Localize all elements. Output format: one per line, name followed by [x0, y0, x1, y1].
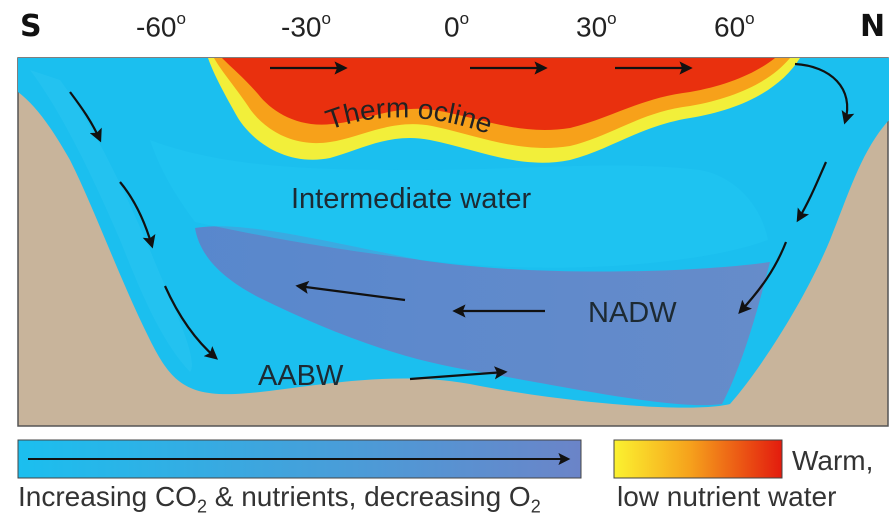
nadw-arrow-2 — [295, 280, 406, 302]
warm-water-gradient-bar — [613, 439, 783, 479]
southern-ocean-water — [30, 70, 192, 372]
north-sinking-arrow-3 — [738, 241, 788, 314]
south-label: S — [20, 9, 42, 44]
latitude-tick-60: 60o — [714, 9, 755, 43]
north-sinking-arrow-1 — [794, 62, 855, 125]
deep-water-layer — [195, 226, 770, 406]
south-sinking-arrow-1 — [69, 91, 102, 143]
latitude-tick-minus-60: -60o — [136, 9, 186, 43]
north-sinking-arrow-2 — [796, 161, 828, 223]
north-label: N — [860, 9, 886, 44]
aabw-label: AABW — [258, 360, 344, 392]
intermediate-water-label: Intermediate water — [291, 183, 532, 215]
south-sinking-arrow-3 — [163, 285, 219, 360]
warm-surface-water — [222, 58, 775, 131]
circulation-arrows — [69, 61, 855, 381]
co2-legend-label: Increasing CO2 & nutrients, decreasing O… — [18, 481, 541, 517]
latitude-tick-0: 0o — [444, 9, 470, 43]
intermediate-water-zone — [150, 140, 768, 268]
nadw-label: NADW — [588, 297, 677, 329]
aabw-arrow — [409, 366, 508, 381]
south-sinking-arrow-2 — [119, 181, 156, 249]
latitude-tick-minus-30: -30o — [281, 9, 331, 43]
warm-legend-label-1: Warm, — [792, 445, 874, 476]
warm-legend-label-2: low nutrient water — [617, 481, 837, 512]
latitude-tick-30: 30o — [576, 9, 617, 43]
